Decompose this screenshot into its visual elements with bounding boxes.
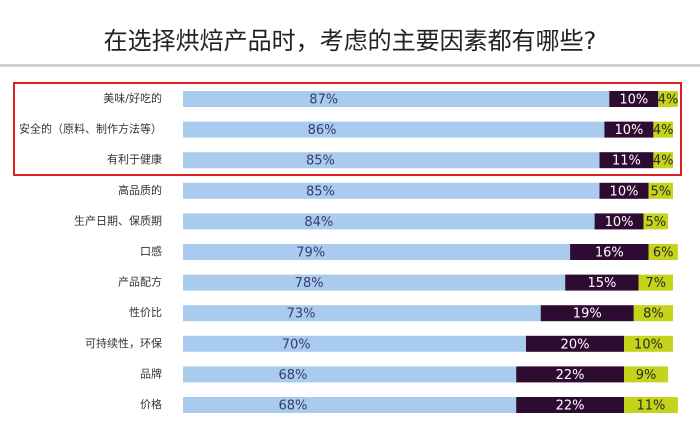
category-label: 可持续性，环保 <box>85 336 162 350</box>
category-label: 美味/好吃的 <box>103 91 162 105</box>
bar-segment <box>516 397 624 413</box>
value-label: 4% <box>653 123 674 138</box>
value-label: 10% <box>614 123 643 138</box>
category-label: 性价比 <box>129 305 162 319</box>
bar-segment <box>594 213 644 230</box>
bar-segment <box>183 274 566 291</box>
highlight-box <box>13 82 682 176</box>
bar-segment <box>599 152 654 169</box>
chart-title: 在选择烘焙产品时，考虑的主要因素都有哪些? <box>104 27 597 55</box>
bar-segment <box>565 274 639 291</box>
value-label: 5% <box>650 184 671 199</box>
category-label: 口感 <box>140 245 162 258</box>
bar-segment <box>609 91 659 107</box>
value-label: 10% <box>634 337 663 352</box>
value-label: 9% <box>636 368 657 383</box>
bar-segment <box>183 152 600 169</box>
value-label: 10% <box>619 93 648 108</box>
plot: 美味/好吃的 87% 10% 4% 安全的（原料、制作方法等） 86% 10% 4% 有利于健康… <box>19 91 678 414</box>
bar-segment <box>183 397 517 413</box>
bar-segment <box>624 335 673 352</box>
category-label: 生产日期、保质期 <box>74 213 162 227</box>
value-label: 8% <box>643 307 664 322</box>
category-label: 高品质的 <box>118 183 162 197</box>
bar-segment <box>624 366 669 383</box>
value-label: 70% <box>282 337 311 352</box>
value-label: 68% <box>279 399 308 414</box>
value-label: 4% <box>653 154 674 169</box>
bar-segment <box>516 366 624 383</box>
bar-segment <box>183 91 610 107</box>
bar-segment <box>540 305 634 322</box>
title-rule <box>0 64 700 67</box>
value-label: 10% <box>610 184 639 199</box>
bar-segment <box>570 244 649 260</box>
bar-segment <box>633 305 673 322</box>
value-label: 87% <box>309 93 338 108</box>
value-label: 68% <box>279 368 308 383</box>
bar-segment <box>599 182 649 199</box>
category-label: 有利于健康 <box>107 152 162 166</box>
bar-segment <box>638 274 673 291</box>
category-label: 安全的（原料、制作方法等） <box>19 122 162 136</box>
value-label: 84% <box>304 215 333 230</box>
value-label: 79% <box>296 246 325 261</box>
bar-segment <box>648 244 678 260</box>
bar-segment <box>653 152 673 169</box>
value-label: 4% <box>658 93 679 108</box>
value-label: 16% <box>595 246 624 261</box>
value-label: 15% <box>587 276 616 291</box>
value-label: 11% <box>612 154 641 169</box>
bar-segment <box>643 213 669 230</box>
value-label: 11% <box>636 399 665 414</box>
bar-segment <box>658 91 678 107</box>
value-label: 22% <box>556 368 585 383</box>
value-label: 5% <box>646 215 667 230</box>
bar-segment <box>183 305 541 322</box>
value-label: 85% <box>306 184 335 199</box>
bar-segment <box>653 121 673 138</box>
bar-segment <box>648 182 673 199</box>
value-label: 6% <box>653 246 674 261</box>
value-label: 19% <box>573 307 602 322</box>
bar-segment <box>183 213 595 230</box>
bar-segment <box>526 335 624 352</box>
category-label: 产品配方 <box>118 275 162 289</box>
category-label: 价格 <box>140 397 162 411</box>
bar-segment <box>183 366 517 383</box>
value-label: 73% <box>287 307 316 322</box>
value-label: 22% <box>556 399 585 414</box>
bar-segment <box>604 121 654 138</box>
value-label: 10% <box>605 215 634 230</box>
category-label: 品牌 <box>140 366 162 380</box>
value-label: 78% <box>295 276 324 291</box>
value-label: 20% <box>561 337 590 352</box>
bar-segment <box>183 335 526 352</box>
bar-segment <box>624 397 678 413</box>
bar-segment <box>183 182 600 199</box>
bar-segment <box>183 244 571 260</box>
value-label: 86% <box>308 123 337 138</box>
bar-segment <box>183 121 605 138</box>
value-label: 85% <box>306 154 335 169</box>
value-label: 7% <box>646 276 667 291</box>
